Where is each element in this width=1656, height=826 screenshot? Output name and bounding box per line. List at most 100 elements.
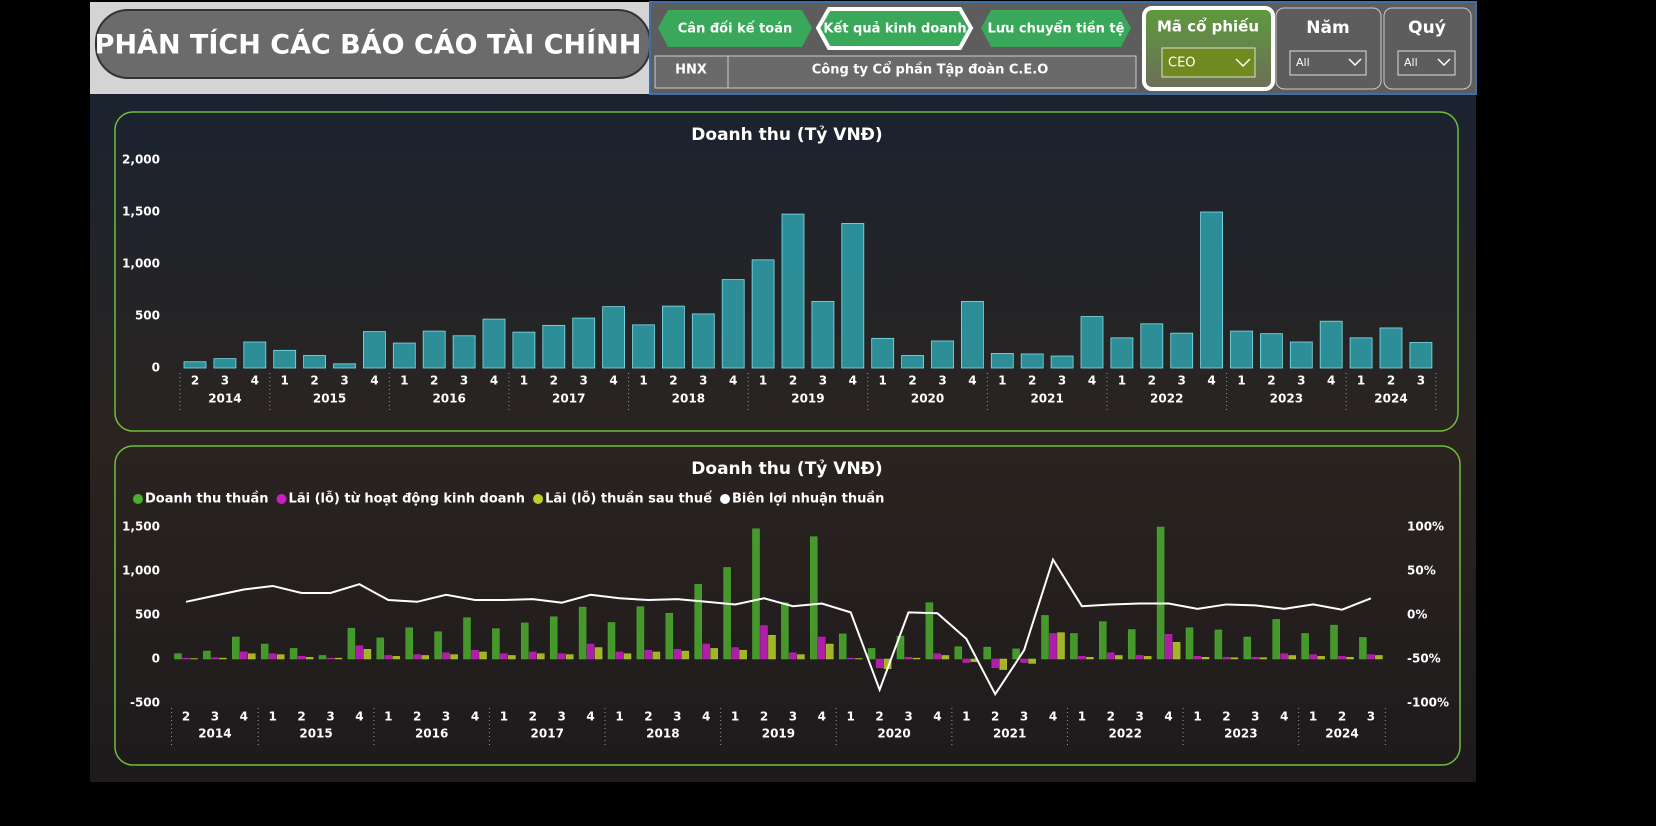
x-tick-label: 2	[1267, 374, 1275, 388]
x-tick-label: 1	[384, 710, 392, 724]
tab[interactable]	[981, 10, 1131, 47]
tab[interactable]	[658, 10, 812, 47]
bar	[721, 279, 745, 369]
tab-label[interactable]: Kết quả kinh doanh	[823, 22, 966, 37]
x-tick-label: 1	[281, 374, 289, 388]
bar	[662, 305, 685, 369]
tab-selected[interactable]	[815, 7, 974, 50]
bar	[450, 654, 458, 660]
bar	[434, 631, 442, 660]
y-tick-label: 2,000	[122, 153, 160, 167]
bar	[1107, 652, 1115, 660]
bar	[1156, 526, 1165, 660]
chart-title: Doanh thu (Tỷ VNĐ)	[691, 125, 882, 145]
bar	[232, 636, 240, 660]
bar	[392, 656, 401, 660]
x-tick-label: 3	[326, 710, 334, 724]
bar	[846, 657, 855, 660]
tab-label[interactable]: Cân đối kế toán	[678, 22, 792, 37]
bar	[405, 627, 413, 660]
y-tick-label: 0	[152, 361, 160, 375]
bar	[702, 643, 710, 660]
x-tick-label: 2	[297, 710, 305, 724]
y2-tick-label: 0%	[1407, 608, 1427, 622]
bar	[636, 606, 645, 660]
y2-tick-label: 50%	[1407, 564, 1436, 578]
bar	[508, 655, 516, 660]
bar	[838, 633, 847, 660]
bar	[362, 331, 386, 369]
bar	[1201, 656, 1210, 660]
x-group-label: 2022	[1109, 727, 1142, 741]
bar	[1243, 636, 1252, 660]
x-tick-label: 3	[221, 374, 229, 388]
x-tick-label: 3	[1136, 710, 1144, 724]
bar	[731, 647, 739, 660]
bar	[990, 353, 1014, 369]
bar	[557, 653, 566, 660]
bar	[537, 653, 545, 660]
bar	[818, 636, 826, 660]
x-tick-label: 2	[430, 374, 438, 388]
bar	[1260, 333, 1283, 369]
bar	[1346, 656, 1354, 660]
x-tick-label: 1	[520, 374, 528, 388]
x-tick-label: 2	[789, 374, 797, 388]
bar	[954, 646, 963, 660]
exchange: HNX	[675, 63, 707, 78]
x-tick-label: 4	[471, 710, 479, 724]
bar	[521, 622, 529, 660]
bar	[422, 330, 446, 369]
x-tick-label: 3	[904, 710, 912, 724]
bar	[500, 653, 508, 660]
x-group-label: 2023	[1270, 392, 1303, 406]
bar	[1185, 627, 1194, 660]
x-tick-label: 4	[355, 710, 363, 724]
x-tick-label: 4	[702, 710, 710, 724]
bar	[1086, 656, 1094, 660]
bar	[1020, 353, 1044, 369]
bar	[901, 355, 924, 369]
bar	[442, 652, 450, 660]
y-tick-label: 1,000	[122, 564, 160, 578]
bar	[392, 342, 416, 369]
x-tick-label: 2	[529, 710, 537, 724]
x-tick-label: 3	[1058, 374, 1066, 388]
x-tick-label: 1	[1237, 374, 1245, 388]
x-tick-label: 4	[1164, 710, 1172, 724]
bar	[452, 335, 476, 369]
x-tick-label: 4	[1207, 374, 1215, 388]
x-tick-label: 4	[1049, 710, 1057, 724]
bar	[1080, 316, 1104, 369]
line	[185, 557, 1372, 697]
legend-marker	[533, 494, 544, 504]
y-tick-label: -500	[130, 696, 160, 710]
y2-tick-label: -50%	[1407, 652, 1441, 666]
bar	[826, 643, 834, 660]
bar	[1170, 332, 1194, 369]
x-tick-label: 3	[460, 374, 468, 388]
x-tick-label: 3	[340, 374, 348, 388]
bar	[665, 612, 674, 660]
x-tick-label: 1	[847, 710, 855, 724]
x-group-label: 2019	[791, 392, 824, 406]
x-tick-label: 3	[938, 374, 946, 388]
x-tick-label: 1	[1357, 374, 1365, 388]
bar	[1349, 337, 1373, 369]
tab-label[interactable]: Lưu chuyển tiền tệ	[988, 21, 1125, 37]
bar	[183, 361, 207, 369]
x-tick-label: 2	[550, 374, 558, 388]
bar	[751, 259, 775, 369]
x-group-label: 2020	[877, 727, 910, 741]
x-tick-label: 1	[500, 710, 508, 724]
y-tick-label: 0	[152, 652, 160, 666]
x-tick-label: 2	[1028, 374, 1036, 388]
bar	[810, 536, 818, 660]
bar	[871, 337, 895, 369]
x-group-label: 2017	[531, 727, 564, 741]
x-tick-label: 2	[669, 374, 677, 388]
bar	[1020, 658, 1028, 663]
x-tick-label: 4	[968, 374, 976, 388]
x-group-label: 2014	[208, 392, 241, 406]
x-tick-label: 1	[759, 374, 767, 388]
